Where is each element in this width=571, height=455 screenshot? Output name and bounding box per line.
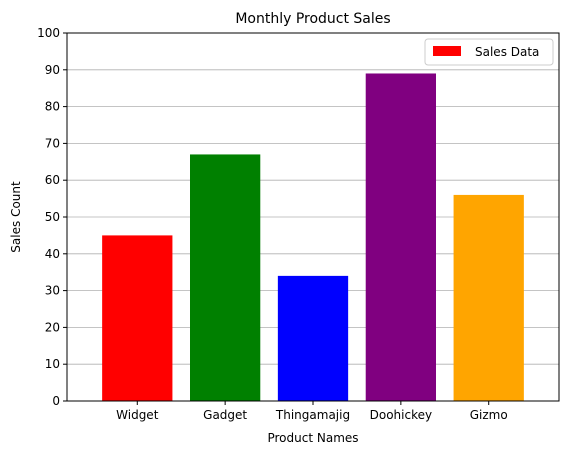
x-tick-label: Gadget [203, 408, 247, 422]
x-axis-label: Product Names [267, 431, 358, 445]
legend: Sales Data [424, 38, 554, 66]
bars [102, 73, 524, 401]
x-tick-label: Gizmo [470, 408, 508, 422]
y-tick-label: 50 [45, 210, 60, 224]
legend-swatch [433, 46, 461, 56]
y-tick-label: 10 [45, 357, 60, 371]
y-tick-label: 100 [37, 26, 60, 40]
x-tick-label: Widget [116, 408, 159, 422]
bar-widget [102, 235, 173, 401]
y-tick-label: 70 [45, 136, 60, 150]
bar-thingamajig [277, 275, 349, 401]
y-axis: 0 10 20 30 40 50 60 70 80 90 100 [37, 26, 67, 408]
bar-doohickey [365, 73, 436, 401]
y-tick-label: 60 [45, 173, 60, 187]
chart-title: Monthly Product Sales [235, 11, 390, 27]
y-axis-label: Sales Count [9, 181, 23, 253]
x-tick-label: Doohickey [370, 408, 432, 422]
y-tick-label: 30 [45, 284, 60, 298]
y-tick-label: 40 [45, 247, 60, 261]
y-tick-label: 90 [45, 63, 60, 77]
legend-label: Sales Data [475, 45, 539, 59]
bar-gadget [190, 154, 261, 401]
y-tick-label: 0 [52, 394, 60, 408]
x-axis: Widget Gadget Thingamajig Doohickey Gizmo [116, 401, 508, 422]
bar-gizmo [453, 194, 524, 401]
legend-box [424, 38, 554, 66]
x-tick-label: Thingamajig [275, 408, 350, 422]
y-tick-label: 20 [45, 320, 60, 334]
y-tick-label: 80 [45, 100, 60, 114]
